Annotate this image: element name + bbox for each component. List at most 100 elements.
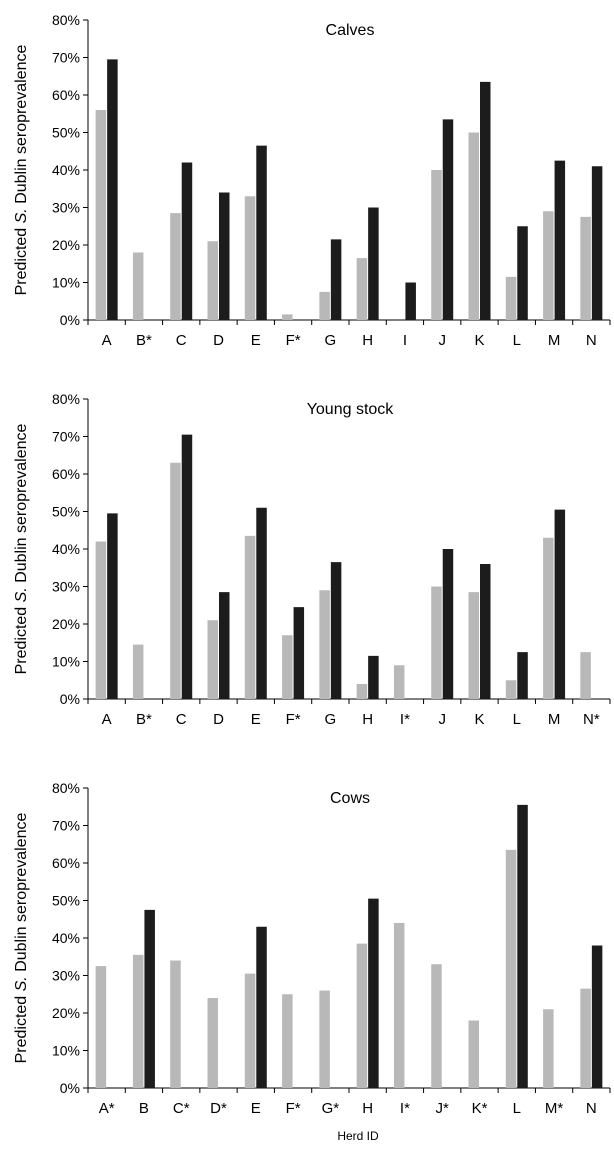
y-tick-label: 40% — [52, 162, 80, 178]
category-label: D* — [210, 1100, 227, 1117]
y-tick-label: 70% — [52, 50, 80, 66]
bar — [219, 192, 230, 320]
bar — [580, 216, 591, 320]
category-label: D — [213, 332, 224, 349]
category-label: E — [251, 332, 261, 349]
bar — [170, 213, 181, 320]
y-tick-label: 70% — [52, 818, 80, 834]
category-label: L — [513, 1100, 521, 1117]
category-label: I — [403, 332, 407, 349]
bar — [330, 562, 342, 699]
y-tick-label: 0% — [60, 1080, 80, 1096]
category-label: A — [102, 711, 112, 728]
y-tick-label: 50% — [52, 125, 80, 141]
y-tick-label: 60% — [52, 466, 80, 482]
y-axis-label: Predicted S. Dublin seroprevalence — [13, 44, 30, 295]
category-label: G — [325, 711, 337, 728]
y-tick-label: 70% — [52, 429, 80, 445]
bar — [505, 276, 517, 320]
bar — [580, 652, 591, 699]
panel-cows: 0% 10% 20% 30% 40% 50% 60% 70% 80% A* B C* D* E F* G* H I… — [13, 780, 611, 1117]
bar — [517, 804, 528, 1088]
bar — [107, 513, 118, 699]
category-label: D — [213, 711, 224, 728]
bar — [293, 607, 305, 699]
category-label: G — [325, 332, 337, 349]
bar — [480, 81, 491, 320]
category-label: I* — [400, 711, 410, 728]
bar — [319, 990, 330, 1088]
category-label: L — [513, 711, 521, 728]
bar — [356, 943, 368, 1088]
y-axis-label: Predicted S. Dublin seroprevalence — [13, 812, 30, 1063]
y-tick-label: 20% — [52, 616, 80, 632]
y-tick-label: 50% — [52, 893, 80, 909]
bar — [181, 162, 193, 320]
bar — [543, 1009, 554, 1088]
bar — [282, 994, 293, 1088]
bar — [368, 655, 379, 699]
bar — [480, 564, 491, 699]
bar — [543, 211, 554, 320]
bar — [393, 923, 405, 1088]
bar — [282, 314, 293, 320]
bar — [543, 537, 554, 699]
y-tick-label: 30% — [52, 200, 80, 216]
bar — [256, 145, 267, 320]
bar — [256, 926, 267, 1088]
category-label: B — [139, 1100, 149, 1117]
bar — [244, 196, 256, 320]
category-label: I* — [400, 1100, 410, 1117]
category-label: K — [474, 711, 484, 728]
bar — [132, 252, 144, 320]
category-label: F* — [286, 332, 301, 349]
y-tick-label: 50% — [52, 504, 80, 520]
category-label: K* — [472, 1100, 488, 1117]
category-label: G* — [322, 1100, 340, 1117]
y-axis-label-italic: S. — [13, 976, 30, 991]
panel-title: Cows — [330, 790, 370, 807]
category-label: C* — [173, 1100, 190, 1117]
y-tick-label: 0% — [60, 312, 80, 328]
y-tick-label: 80% — [52, 780, 80, 796]
category-label: H — [362, 1100, 373, 1117]
category-label: A — [102, 332, 112, 349]
bar — [368, 207, 379, 320]
y-axis-label-italic: S. — [13, 587, 30, 602]
category-label: L — [513, 332, 521, 349]
y-tick-label: 40% — [52, 930, 80, 946]
category-label: B* — [136, 711, 152, 728]
category-label: E — [251, 711, 261, 728]
category-label: C — [176, 332, 187, 349]
bar — [356, 258, 368, 320]
panel-title: Young stock — [307, 401, 395, 418]
panel-young-stock: 0% 10% 20% 30% 40% 50% 60% 70% 80% A B* C D E F* G H I* J K… — [13, 391, 611, 728]
category-label: N — [586, 1100, 597, 1117]
category-label: K — [474, 332, 484, 349]
y-axis-label-suffix: Dublin seroprevalence — [13, 44, 30, 208]
bar — [517, 226, 528, 320]
bar — [468, 132, 479, 320]
bar — [431, 586, 442, 699]
bar — [356, 684, 368, 699]
bar — [170, 462, 181, 699]
bar — [207, 998, 218, 1088]
bar — [207, 241, 218, 320]
bar — [468, 592, 479, 699]
bar — [368, 898, 379, 1088]
bar — [132, 644, 144, 699]
bar — [132, 954, 144, 1088]
bar — [282, 635, 293, 699]
category-label: F* — [286, 711, 301, 728]
panel-calves: 0% 10% 20% 30% 40% 50% 60% 70% 80% A B* C D E F* G H I J K L… — [13, 12, 611, 349]
x-axis-label: Herd ID — [337, 1129, 379, 1143]
bar — [442, 549, 454, 699]
category-label: H — [362, 711, 373, 728]
y-tick-label: 20% — [52, 237, 80, 253]
bar — [554, 160, 566, 320]
y-tick-label: 10% — [52, 1043, 80, 1059]
category-label: B* — [136, 332, 152, 349]
category-label: E — [251, 1100, 261, 1117]
bar — [256, 507, 267, 699]
